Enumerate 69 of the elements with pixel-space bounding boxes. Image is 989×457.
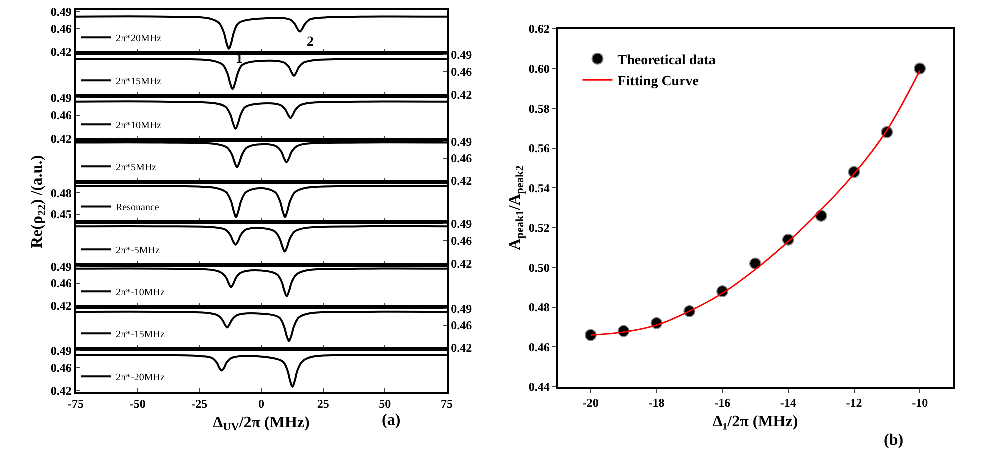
x-tick-label: 0 (258, 397, 264, 412)
y2-tick-label: 0.46 (451, 234, 472, 248)
x-tick-label: -12 (846, 396, 862, 410)
y-tick-label: 0.62 (528, 22, 550, 36)
y2-tick-label: 0.46 (451, 65, 472, 80)
y2-tick-label: 0.42 (451, 88, 472, 102)
series-label: 2π*10MHz (116, 120, 162, 132)
y-tick-label: 0.46 (50, 22, 72, 36)
point (584, 329, 597, 342)
annotation: 2 (307, 35, 314, 50)
y-tick-label: 0.49 (50, 4, 72, 19)
y-tick-label: 0.54 (528, 181, 550, 196)
y2-tick-label: 0.46 (451, 318, 472, 333)
series-label: 2π*-5MHz (116, 246, 160, 257)
x-axis-title: Δ$_{UV}$/2π (MHz) (213, 414, 310, 434)
y-tick-label: 0.46 (528, 340, 550, 354)
y2-tick-label: 0.42 (451, 174, 472, 188)
legend-label: 2π*5MHz (116, 162, 158, 174)
y2-tick-label: 0.46 (451, 152, 472, 166)
y2-tick-label: 0.49 (451, 134, 472, 149)
y-tick-label: 0.49 (50, 260, 72, 274)
y-tick-label: 0.60 (528, 62, 550, 76)
y-tick-label: 0.42 (50, 132, 72, 146)
y2-tick-label: 0.42 (451, 341, 472, 356)
x-tick-label: -20 (582, 396, 599, 410)
legend-label: Fitting Curve (618, 74, 700, 90)
y-tick-label: 0.46 (50, 361, 72, 376)
y2-tick-label: 0.42 (451, 257, 472, 272)
text: (a) (382, 412, 401, 429)
y-tick-label: 0.46 (50, 108, 72, 123)
y-tick-label: 0.42 (50, 299, 72, 314)
legend-label: Theoretical data (618, 53, 716, 68)
y-tick-label: 0.52 (528, 221, 550, 236)
point (815, 210, 828, 222)
point (914, 62, 926, 75)
x-tick-label: -75 (68, 397, 84, 412)
x-tick-label: 25 (317, 397, 330, 412)
y-tick-label: 0.42 (50, 45, 72, 60)
y-tick-label: 0.58 (528, 102, 550, 116)
y-tick-label: 0.48 (528, 300, 550, 315)
x-tick-label: -18 (648, 396, 665, 410)
x-tick-label: 50 (379, 397, 392, 412)
y2-tick-label: 0.49 (451, 302, 472, 316)
y2-tick-label: 0.49 (451, 216, 472, 231)
y-tick-label: 0.48 (50, 186, 72, 200)
series-label: 2π*-20MHz (116, 372, 166, 384)
y-tick-label: 0.50 (528, 260, 550, 275)
series-label: 2π*-15MHz (116, 330, 166, 341)
point (750, 258, 762, 270)
x-tick-label: -14 (780, 396, 796, 410)
series-label: 2π*15MHz (116, 76, 162, 88)
legend-label: 2π*-10MHz (116, 288, 166, 299)
y-tick-label: 0.56 (528, 142, 550, 156)
y-tick-label: 0.42 (50, 384, 72, 398)
y-tick-label: 0.44 (528, 380, 550, 394)
series-label: Resonance (116, 202, 160, 214)
text: (b) (884, 432, 904, 449)
x-tick-label: -10 (912, 396, 928, 410)
y2-tick-label: 0.49 (451, 48, 472, 62)
x-axis-title: Δ₁/2π (MHz) (712, 413, 798, 430)
y-tick-label: 0.49 (50, 344, 72, 358)
x-tick-label: -50 (130, 397, 146, 412)
x-tick-label: -16 (714, 396, 731, 410)
legend-label: 2π*20MHz (116, 34, 162, 45)
x-tick-label: 75 (441, 397, 453, 412)
y-tick-label: 0.46 (50, 276, 72, 291)
y-tick-label: 0.45 (50, 207, 72, 222)
y-tick-label: 0.49 (50, 90, 72, 105)
x-tick-label: -25 (192, 397, 208, 412)
